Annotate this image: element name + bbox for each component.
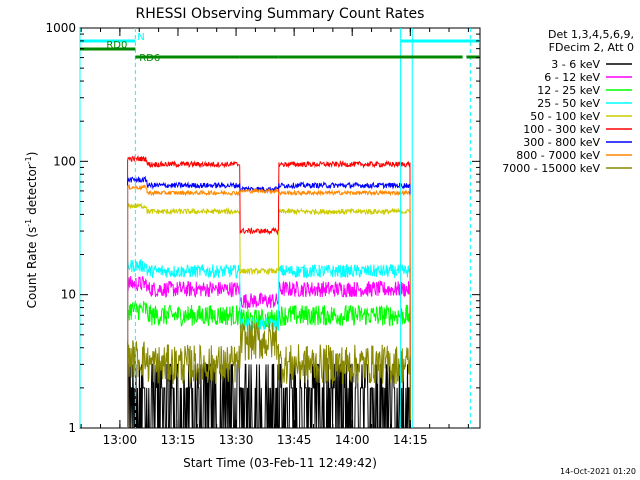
legend-label-1: 6 - 12 keV xyxy=(544,71,600,84)
series-layer xyxy=(127,155,411,429)
legend-label-3: 25 - 50 keV xyxy=(537,97,600,110)
legend-header-line2: FDecim 2, Att 0 xyxy=(549,41,634,54)
series-line-2 xyxy=(127,299,411,429)
legend-label-4: 50 - 100 keV xyxy=(530,110,600,123)
y-axis-label-sup2: -1 xyxy=(24,156,33,164)
flag-layer: N RD0 RD6 xyxy=(80,32,480,64)
x-tick-label: 13:00 xyxy=(103,433,138,447)
legend-label-6: 300 - 800 keV xyxy=(523,136,600,149)
y-axis-label-part1: Count Rate (s xyxy=(25,227,39,309)
y-tick-label: 1000 xyxy=(45,21,76,35)
x-tick-label: 13:30 xyxy=(219,433,254,447)
series-line-0 xyxy=(127,363,411,429)
marker-layer xyxy=(79,28,471,428)
x-tick-label: 14:15 xyxy=(393,433,428,447)
y-axis-label: Count Rate (s-1 detector-1) xyxy=(24,152,39,309)
flag-label-1: RD0 xyxy=(106,40,127,51)
y-tick-label: 100 xyxy=(53,154,76,168)
series-line-8 xyxy=(127,320,411,429)
legend-label-2: 12 - 25 keV xyxy=(537,84,600,97)
x-tick-label: 13:15 xyxy=(161,433,196,447)
series-line-1 xyxy=(127,275,411,429)
legend-label-8: 7000 - 15000 keV xyxy=(502,162,600,175)
flag-label-0: N xyxy=(137,32,144,43)
y-axis-label-part3: ) xyxy=(25,152,39,157)
series-line-5 xyxy=(127,155,411,429)
y-tick-label: 10 xyxy=(61,288,76,302)
x-axis-label: Start Time (03-Feb-11 12:49:42) xyxy=(183,456,377,470)
series-line-4 xyxy=(127,202,411,429)
flag-label-2: RD6 xyxy=(139,53,160,64)
legend-label-7: 800 - 7000 keV xyxy=(516,149,600,162)
y-axis-label-sup1: -1 xyxy=(24,219,33,227)
series-line-7 xyxy=(127,183,411,429)
legend-label-5: 100 - 300 keV xyxy=(523,123,600,136)
legend-header-line1: Det 1,3,4,5,6,9, xyxy=(548,28,634,41)
y-axis-label-part2: detector xyxy=(25,164,39,219)
legend-label-0: 3 - 6 keV xyxy=(551,58,600,71)
x-tick-label: 13:45 xyxy=(277,433,312,447)
y-tick-label: 1 xyxy=(68,421,76,435)
chart-title: RHESSI Observing Summary Count Rates xyxy=(136,6,425,22)
timestamp: 14-Oct-2021 01:20 xyxy=(560,467,636,476)
axis-layer: 1 10 100 1000 13:00 13:15 13:30 13:45 14:00 14:15 xyxy=(45,21,480,447)
x-tick-label: 14:00 xyxy=(335,433,370,447)
legend: Det 1,3,4,5,6,9, FDecim 2, Att 0 3 - 6 k… xyxy=(502,28,634,175)
